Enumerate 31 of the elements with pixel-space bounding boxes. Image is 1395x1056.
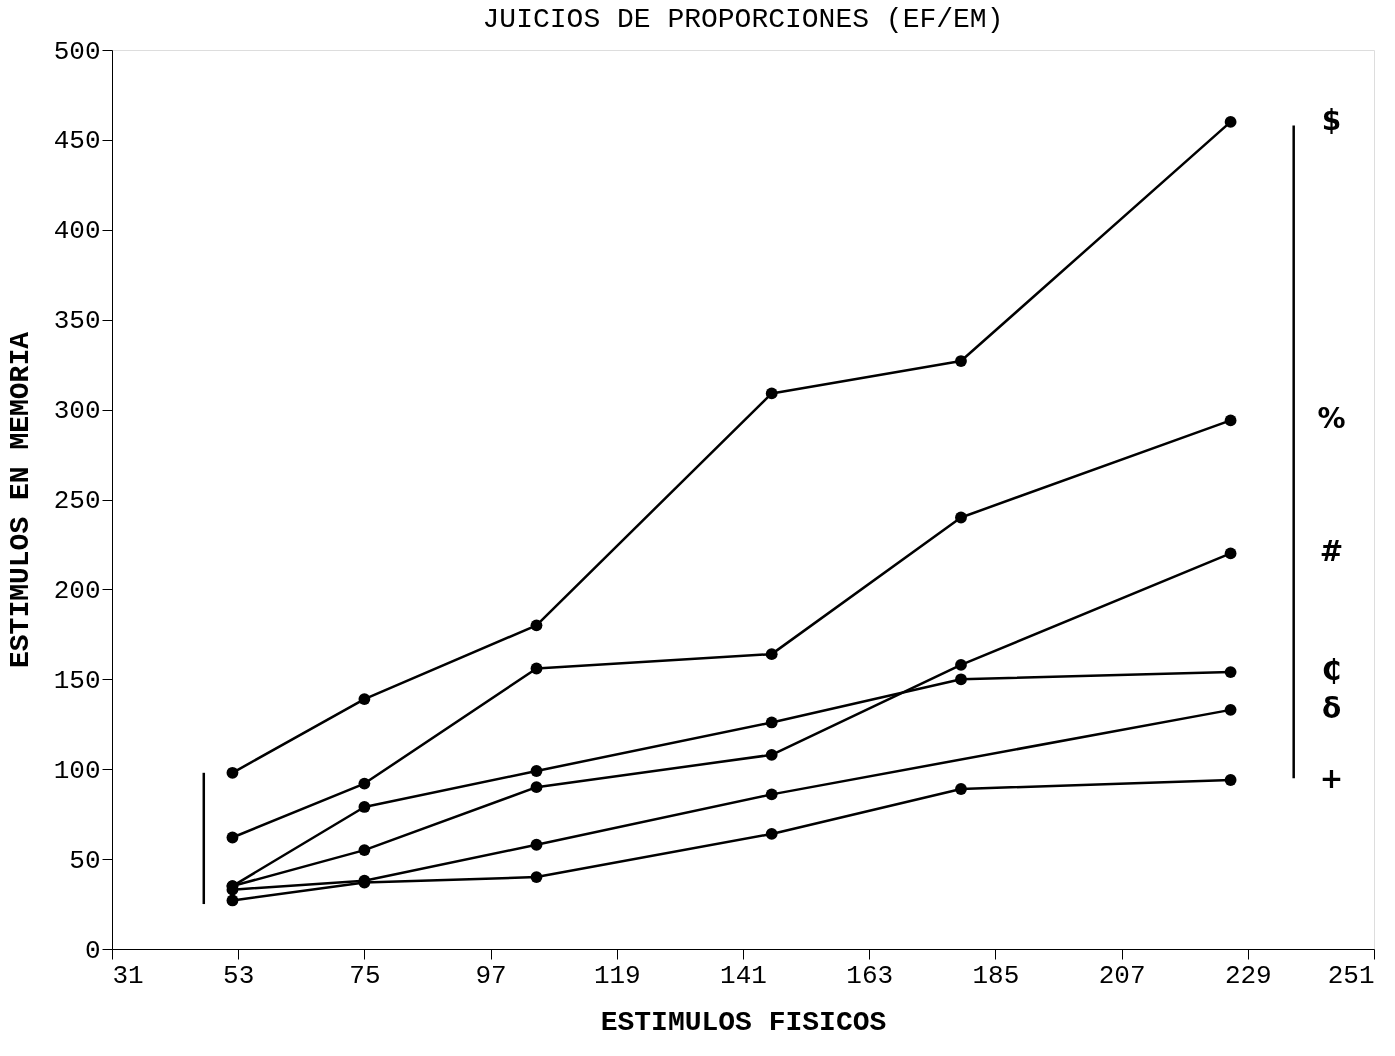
y-tick-label: 150 <box>53 665 101 696</box>
x-axis-title: ESTIMULOS FISICOS <box>600 1006 887 1038</box>
y-tick-label: 250 <box>53 486 101 516</box>
y-tick-label: 400 <box>53 216 101 247</box>
x-tick-label: 207 <box>1098 960 1146 991</box>
y-tick-label: 100 <box>53 755 101 786</box>
y-tick-label: 350 <box>53 306 101 337</box>
y-axis-title: ESTIMULOS EN MEMORIA <box>4 331 36 669</box>
x-tick-label: 251 <box>1327 960 1375 991</box>
x-tick-label: 141 <box>720 960 767 991</box>
chart-title: JUICIOS DE PROPORCIONES (EF/EM) <box>482 4 1004 35</box>
x-tick-label: 185 <box>972 960 1020 991</box>
text: ₵ <box>1321 654 1342 688</box>
y-tick-label: 450 <box>53 126 101 157</box>
text: + <box>1319 761 1344 795</box>
x-tick-label: 53 <box>223 960 255 991</box>
x-tick-label: 119 <box>593 960 641 991</box>
text: # <box>1319 535 1344 569</box>
y-tick-label: 50 <box>69 845 101 876</box>
y-tick-label: 500 <box>53 36 101 67</box>
x-tick-label: 97 <box>475 960 507 991</box>
text: δ <box>1321 691 1342 725</box>
y-tick-label: 200 <box>53 575 101 606</box>
text: % <box>1317 402 1346 436</box>
text: $ <box>1321 103 1342 137</box>
x-tick-label: 75 <box>349 960 381 991</box>
x-tick-label: 163 <box>846 960 894 991</box>
y-tick-label: 300 <box>53 396 101 427</box>
x-tick-label: 31 <box>112 960 144 991</box>
x-tick-label: 229 <box>1224 960 1272 991</box>
y-tick-label: 0 <box>84 935 101 966</box>
